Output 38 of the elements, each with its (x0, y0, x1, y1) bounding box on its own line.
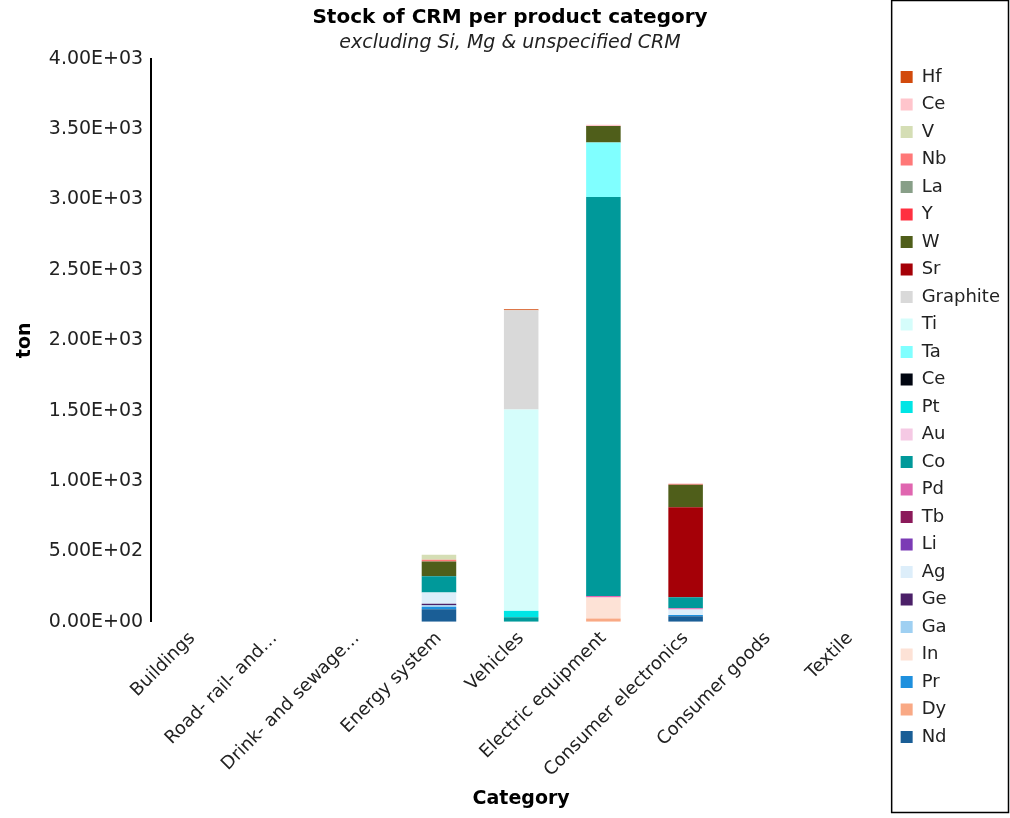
y-tick-label: 1.00E+03 (48, 468, 144, 490)
legend-label: W (921, 229, 940, 251)
y-tick-label: 4.00E+03 (48, 45, 144, 68)
legend-label: Ce (921, 92, 946, 114)
legend-label: Sr (921, 257, 942, 279)
legend-label: Nd (921, 724, 947, 746)
chart-subtitle: excluding Si, Mg & unspecified CRM (339, 30, 681, 53)
y-tick-label: 3.50E+03 (48, 116, 144, 139)
y-tick-label: 5.00E+02 (48, 538, 144, 561)
legend-label: Pd (921, 477, 944, 499)
legend-label: Ga (921, 614, 947, 636)
y-tick-label: 3.00E+03 (48, 186, 144, 209)
legend-label: Dy (921, 697, 947, 719)
y-tick-label: 1.50E+03 (48, 397, 144, 420)
legend-label: Co (921, 449, 946, 471)
legend-label: Au (921, 422, 946, 444)
chart-title: Stock of CRM per product category (312, 4, 708, 29)
legend-label: Nb (921, 147, 947, 169)
legend-label: V (921, 119, 935, 141)
y-tick-label: 2.00E+03 (48, 327, 144, 350)
legend-label: Ag (921, 559, 946, 581)
y-tick-label: 2.50E+03 (48, 256, 144, 279)
legend-label: Ta (920, 339, 941, 361)
legend-label: Ge (921, 587, 947, 609)
legend-label: Li (921, 532, 937, 554)
legend-label: Hf (921, 64, 943, 86)
legend-label: Tb (920, 504, 945, 526)
legend-label: In (921, 642, 939, 664)
legend-label: Pr (921, 669, 941, 691)
legend-label: La (921, 174, 943, 196)
x-axis-title: Category (472, 785, 571, 808)
legend-label: Graphite (921, 284, 1001, 306)
legend-label: Ti (920, 312, 938, 334)
legend-label: Y (920, 202, 934, 224)
y-axis-title: ton (12, 322, 35, 359)
legend-label: Ce (921, 367, 946, 389)
legend-label: Pt (921, 394, 940, 416)
y-tick-label: 0.00E+00 (48, 608, 144, 631)
